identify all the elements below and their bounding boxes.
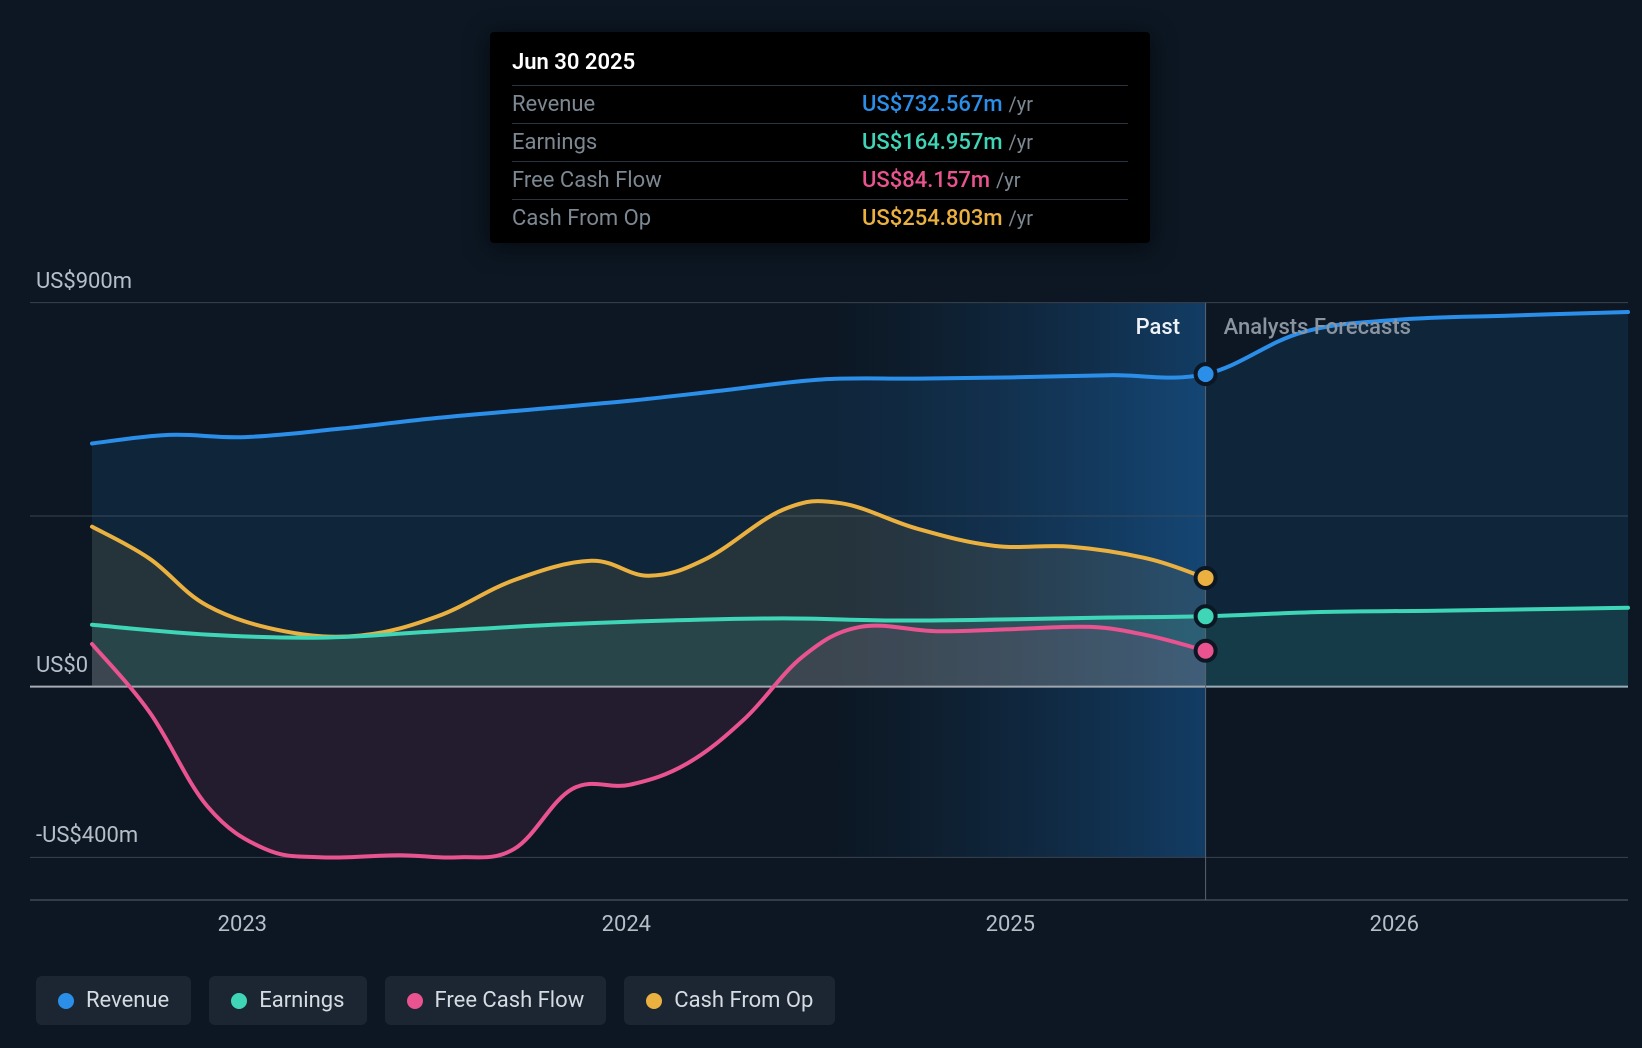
- tooltip-row-unit: /yr: [1009, 92, 1034, 116]
- legend-label: Free Cash Flow: [435, 988, 585, 1013]
- legend: Revenue Earnings Free Cash Flow Cash Fro…: [36, 976, 835, 1025]
- tooltip-row-fcf: Free Cash Flow US$84.157m /yr: [512, 161, 1128, 199]
- tooltip-row-label: Earnings: [512, 130, 862, 155]
- y-tick-label: -US$400m: [36, 823, 138, 848]
- tooltip-row-value: US$732.567m: [862, 92, 1003, 117]
- x-tick-label: 2023: [218, 912, 267, 937]
- tooltip-row-cashop: Cash From Op US$254.803m /yr: [512, 199, 1128, 237]
- tooltip-row-label: Free Cash Flow: [512, 168, 862, 193]
- x-tick-label: 2026: [1370, 912, 1419, 937]
- legend-dot-icon: [58, 993, 74, 1009]
- financials-chart: -US$400m US$0 US$900m 2023 2024 2025 202…: [0, 0, 1642, 1048]
- tooltip-date: Jun 30 2025: [512, 50, 1128, 85]
- tooltip-row-value: US$84.157m: [862, 168, 990, 193]
- legend-item-fcf[interactable]: Free Cash Flow: [385, 976, 607, 1025]
- hover-tooltip: Jun 30 2025 Revenue US$732.567m /yr Earn…: [490, 32, 1150, 243]
- y-tick-label: US$0: [36, 653, 88, 678]
- tooltip-row-unit: /yr: [1009, 130, 1034, 154]
- tooltip-row-label: Cash From Op: [512, 206, 862, 231]
- tooltip-row-unit: /yr: [996, 168, 1021, 192]
- legend-item-cashop[interactable]: Cash From Op: [624, 976, 835, 1025]
- legend-label: Earnings: [259, 988, 344, 1013]
- tooltip-row-earnings: Earnings US$164.957m /yr: [512, 123, 1128, 161]
- legend-item-earnings[interactable]: Earnings: [209, 976, 366, 1025]
- legend-dot-icon: [407, 993, 423, 1009]
- legend-label: Cash From Op: [674, 988, 813, 1013]
- y-tick-label: US$900m: [36, 269, 132, 294]
- legend-label: Revenue: [86, 988, 169, 1013]
- legend-dot-icon: [646, 993, 662, 1009]
- forecast-label: Analysts Forecasts: [1224, 315, 1411, 340]
- x-tick-label: 2025: [986, 912, 1035, 937]
- legend-item-revenue[interactable]: Revenue: [36, 976, 191, 1025]
- tooltip-row-value: US$254.803m: [862, 206, 1003, 231]
- x-tick-label: 2024: [602, 912, 651, 937]
- past-label: Past: [1136, 315, 1180, 340]
- tooltip-row-value: US$164.957m: [862, 130, 1003, 155]
- tooltip-row-revenue: Revenue US$732.567m /yr: [512, 85, 1128, 123]
- legend-dot-icon: [231, 993, 247, 1009]
- tooltip-row-unit: /yr: [1009, 206, 1034, 230]
- tooltip-row-label: Revenue: [512, 92, 862, 117]
